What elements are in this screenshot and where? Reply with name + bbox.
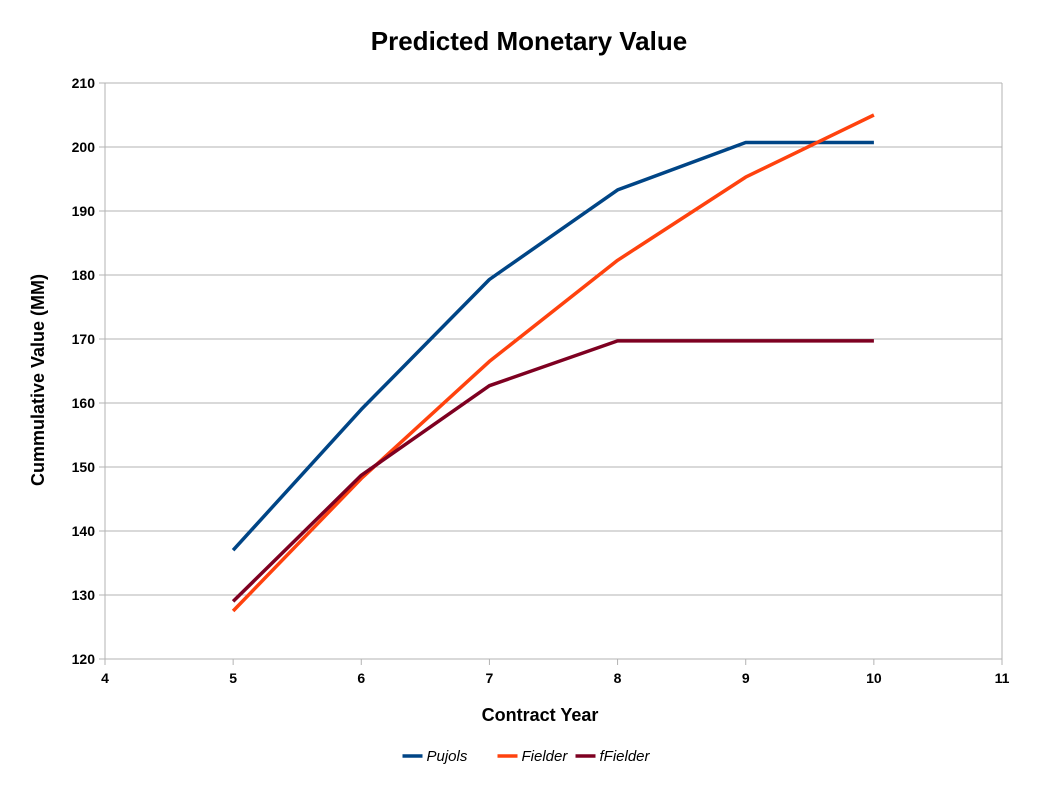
gridlines bbox=[99, 82, 1002, 660]
series-line-ffielder bbox=[231, 339, 874, 603]
chart-title: Predicted Monetary Value bbox=[371, 26, 687, 56]
y-tick-label: 210 bbox=[72, 75, 96, 91]
legend-label: Fielder bbox=[522, 748, 569, 765]
legend-item-ffielder: fFielder bbox=[575, 748, 651, 765]
x-tick-label: 10 bbox=[866, 670, 882, 686]
x-tick-label: 6 bbox=[357, 670, 365, 686]
series-line-pujols bbox=[231, 140, 874, 552]
x-axis-title: Contract Year bbox=[482, 705, 599, 725]
y-tick-label: 150 bbox=[72, 459, 96, 475]
y-tick-labels: 120 130 140 150 160 170 180 190 200 210 bbox=[72, 75, 96, 667]
x-tick-labels: 4 5 6 7 8 9 10 11 bbox=[101, 670, 1010, 686]
y-tick-label: 200 bbox=[72, 139, 96, 155]
legend: Pujols Fielder fFielder bbox=[402, 748, 651, 765]
y-tick-label: 160 bbox=[72, 395, 96, 411]
legend-item-pujols: Pujols bbox=[402, 748, 468, 765]
legend-item-fielder: Fielder bbox=[497, 748, 569, 765]
x-tick-label: 9 bbox=[742, 670, 750, 686]
x-tick-label: 4 bbox=[101, 670, 109, 686]
y-tick-label: 140 bbox=[72, 523, 96, 539]
y-tick-label: 120 bbox=[72, 651, 96, 667]
x-tick-label: 11 bbox=[995, 670, 1010, 686]
legend-label: Pujols bbox=[427, 748, 468, 765]
series-lines bbox=[231, 113, 875, 613]
y-tick-label: 180 bbox=[72, 267, 96, 283]
y-tick-label: 170 bbox=[72, 331, 96, 347]
legend-label: fFielder bbox=[600, 748, 651, 765]
y-tick-label: 190 bbox=[72, 203, 96, 219]
x-tick-label: 5 bbox=[229, 670, 237, 686]
y-tick-label: 130 bbox=[72, 587, 96, 603]
x-tick-label: 8 bbox=[614, 670, 622, 686]
x-tick-label: 7 bbox=[486, 670, 494, 686]
series-line-fielder bbox=[231, 113, 875, 613]
y-axis-title: Cummulative Value (MM) bbox=[28, 274, 48, 486]
axes bbox=[104, 83, 1003, 665]
